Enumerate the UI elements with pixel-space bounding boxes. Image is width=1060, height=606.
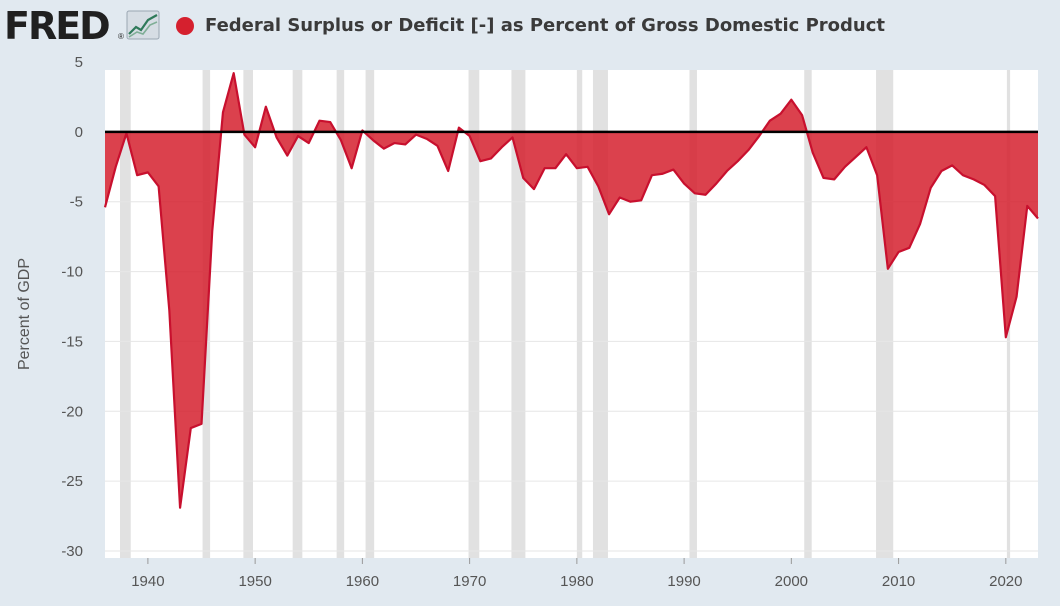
registered-mark: ®	[118, 32, 124, 41]
x-tick-label: 1970	[453, 573, 486, 590]
series-legend-dot	[176, 17, 194, 35]
y-tick-label: -25	[61, 473, 83, 490]
x-tick-label: 2000	[775, 573, 808, 590]
recession-band	[336, 70, 345, 558]
y-tick-label: -15	[61, 333, 83, 350]
x-tick-label: 2010	[882, 573, 915, 590]
x-tick-label: 2020	[989, 573, 1022, 590]
recession-band	[243, 70, 253, 558]
recession-band	[511, 70, 526, 558]
recession-band	[120, 70, 131, 558]
y-tick-label: -5	[70, 194, 83, 211]
y-tick-label: -10	[61, 264, 83, 281]
recession-band	[804, 70, 812, 558]
x-tick-label: 1990	[667, 573, 700, 590]
x-tick-label: 1940	[131, 573, 164, 590]
recession-band	[365, 70, 375, 558]
y-axis-label: Percent of GDP	[16, 258, 33, 370]
y-tick-label: -30	[61, 543, 83, 560]
recession-band	[292, 70, 303, 558]
x-axis-ticks: 1940 1950 1960 1970 1980 1990 2000 2010 2020	[131, 558, 1023, 590]
line-chart-icon	[126, 10, 160, 40]
chart-title: Federal Surplus or Deficit [-] as Percen…	[205, 15, 885, 36]
x-tick-label: 1980	[560, 573, 593, 590]
recession-band	[689, 70, 697, 558]
y-tick-label: 5	[75, 54, 83, 71]
fred-logo[interactable]: FRED	[4, 4, 111, 48]
series-area	[103, 72, 1039, 509]
series-line	[103, 72, 1039, 509]
recession-band	[468, 70, 480, 558]
recession-band	[576, 70, 583, 558]
x-tick-label: 1960	[346, 573, 379, 590]
y-axis-ticks: 5 0 -5 -10 -15 -20 -25 -30	[61, 54, 83, 560]
y-tick-label: -20	[61, 403, 83, 420]
y-tick-label: 0	[75, 124, 83, 141]
chart-header: FRED ® Federal Surplus or Deficit [-] as…	[0, 0, 1060, 56]
x-tick-label: 1950	[238, 573, 271, 590]
